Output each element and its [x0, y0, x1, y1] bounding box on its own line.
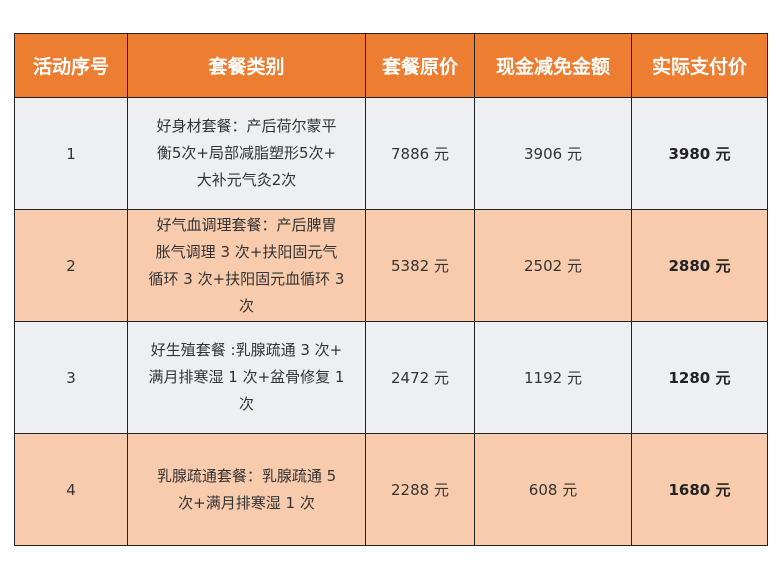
package-line: 好气血调理套餐：产后脾胃	[156, 215, 337, 234]
cell-discount: 608 元	[474, 433, 632, 546]
package-line: 好生殖套餐 :乳腺疏通 3 次+	[150, 341, 343, 359]
package-line: 次+满月排寒湿 1 次	[178, 493, 315, 512]
cell-discount: 2502 元	[474, 209, 632, 322]
cell-price: 2472 元	[365, 321, 475, 434]
package-line: 乳腺疏通套餐：乳腺疏通 5	[156, 466, 337, 485]
package-line: 循环 3 次+扶阳固元血循环 3	[148, 269, 345, 288]
header-pay: 实际支付价	[631, 33, 768, 98]
cell-pay: 1280 元	[631, 321, 768, 434]
package-line: 次	[238, 296, 254, 315]
cell-package: 好身材套餐：产后荷尔蒙平 衡5次+局部减脂塑形5次+ 大补元气灸2次	[127, 97, 366, 210]
cell-no: 2	[14, 209, 128, 322]
package-table: 活动序号 套餐类别 套餐原价 现金减免金额 实际支付价 1 好身材套餐：产后荷尔蒙…	[14, 33, 768, 546]
cell-discount: 1192 元	[474, 321, 632, 434]
package-line: 满月排寒湿 1 次+盆骨修复 1	[148, 368, 345, 386]
header-row: 活动序号 套餐类别 套餐原价 现金减免金额 实际支付价	[14, 33, 768, 98]
cell-package: 好生殖套餐 :乳腺疏通 3 次+ 满月排寒湿 1 次+盆骨修复 1 次	[127, 321, 366, 434]
cell-price: 2288 元	[365, 433, 475, 546]
cell-discount: 3906 元	[474, 97, 632, 210]
cell-pay: 2880 元	[631, 209, 768, 322]
table-row: 3 好生殖套餐 :乳腺疏通 3 次+ 满月排寒湿 1 次+盆骨修复 1 次 2472 元…	[14, 321, 768, 434]
cell-package: 好气血调理套餐：产后脾胃 胀气调理 3 次+扶阳固元气 循环 3 次+扶阳固元血循环…	[127, 209, 366, 322]
cell-no: 4	[14, 433, 128, 546]
package-line: 次	[238, 395, 254, 413]
package-line: 衡5次+局部减脂塑形5次+	[156, 144, 337, 162]
cell-pay: 1680 元	[631, 433, 768, 546]
header-no: 活动序号	[14, 33, 128, 98]
package-line: 好身材套餐：产后荷尔蒙平	[156, 117, 337, 135]
header-package: 套餐类别	[127, 33, 366, 98]
cell-price: 5382 元	[365, 209, 475, 322]
package-line: 胀气调理 3 次+扶阳固元气	[155, 242, 338, 261]
package-line: 大补元气灸2次	[196, 171, 297, 189]
cell-price: 7886 元	[365, 97, 475, 210]
table-row: 4 乳腺疏通套餐：乳腺疏通 5 次+满月排寒湿 1 次 2288 元 608 元 1680…	[14, 433, 768, 546]
header-discount: 现金减免金额	[474, 33, 632, 98]
table-row: 2 好气血调理套餐：产后脾胃 胀气调理 3 次+扶阳固元气 循环 3 次+扶阳固元血循…	[14, 209, 768, 322]
cell-pay: 3980 元	[631, 97, 768, 210]
cell-no: 1	[14, 97, 128, 210]
cell-package: 乳腺疏通套餐：乳腺疏通 5 次+满月排寒湿 1 次	[127, 433, 366, 546]
cell-no: 3	[14, 321, 128, 434]
header-price: 套餐原价	[365, 33, 475, 98]
